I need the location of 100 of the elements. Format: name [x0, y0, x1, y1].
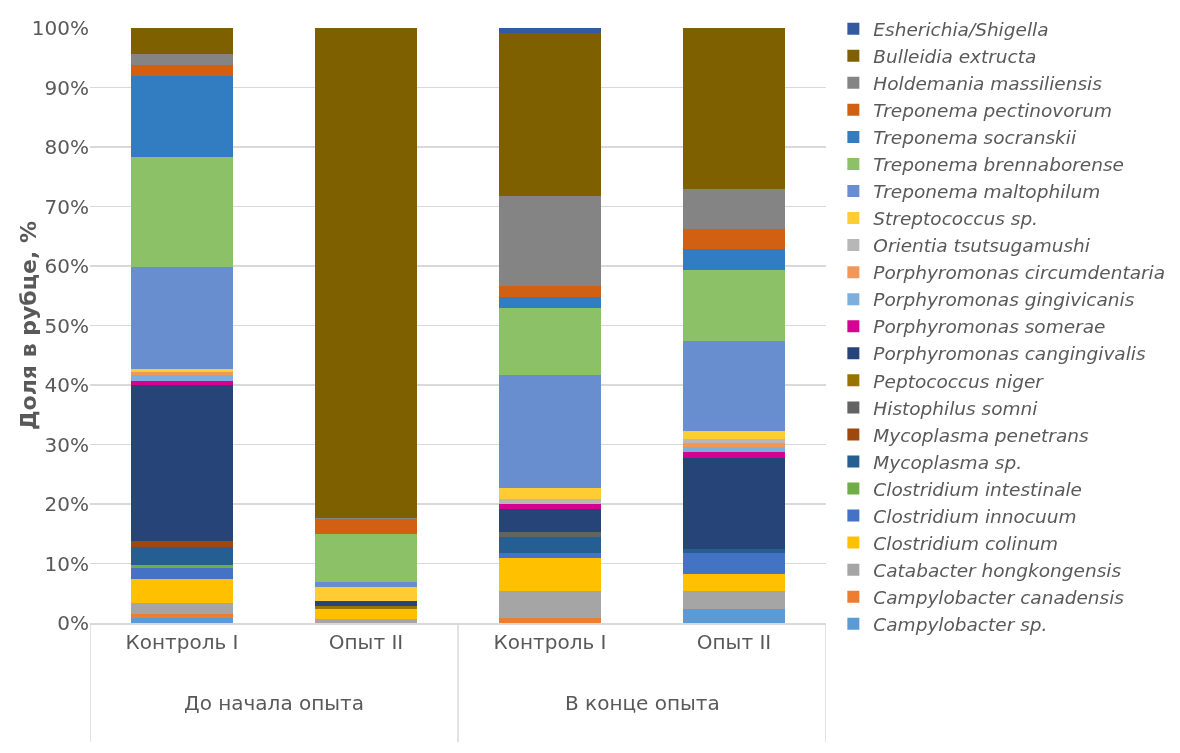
legend-label: Campylobacter canadensis [873, 586, 1125, 608]
bar [499, 499, 601, 504]
x-tick-label: Опыт II [696, 629, 772, 654]
bar [315, 605, 417, 609]
legend-label: Porphyromonas gingivicanis [873, 289, 1135, 311]
legend-label: Clostridium colinum [873, 532, 1059, 554]
bar [499, 285, 601, 297]
bar [131, 65, 233, 76]
bar [131, 541, 233, 547]
bar [131, 374, 233, 382]
bar [499, 509, 601, 532]
legend-label: Campylobacter sp. [873, 613, 1048, 635]
bar [683, 270, 785, 341]
bar [499, 375, 601, 488]
bar [131, 617, 233, 623]
legend-label: Esherichia/Shigella [873, 18, 1049, 40]
bar [499, 553, 601, 559]
bar [499, 558, 601, 592]
legend-label: Catabacter hongkongensis [873, 559, 1122, 581]
bar [131, 602, 233, 615]
bar [683, 443, 785, 448]
bar [131, 385, 233, 542]
legend-label: Clostridium intestinale [873, 478, 1082, 500]
bar [131, 568, 233, 579]
legend-label: Bulleidia extructa [873, 45, 1037, 67]
bar [499, 33, 601, 196]
bar [499, 28, 601, 34]
y-tick-label: 60% [44, 254, 89, 278]
legend-label: Orientia tsutsugamushi [873, 235, 1091, 257]
bar [131, 157, 233, 267]
legend-label: Treponema pectinovorum [873, 100, 1112, 122]
bar [131, 75, 233, 158]
bar [683, 228, 785, 250]
bar [131, 578, 233, 603]
bar [683, 609, 785, 623]
legend-label: Treponema brennaborense [873, 154, 1124, 176]
bar [499, 618, 601, 623]
legend-label: Histophilus somni [873, 397, 1039, 419]
bar [683, 451, 785, 458]
bar [131, 614, 233, 618]
bar [499, 536, 601, 554]
bar [315, 600, 417, 606]
y-tick-label: 20% [44, 492, 89, 516]
legend-label: Peptococcus niger [873, 370, 1045, 392]
y-tick-label: 50% [44, 313, 89, 338]
legend-label: Treponema socranskii [873, 127, 1077, 149]
legend-label: Porphyromonas cangingivalis [873, 343, 1146, 365]
y-tick-label: 40% [44, 373, 89, 397]
bar [683, 431, 785, 440]
bar [683, 457, 785, 550]
bar [315, 581, 417, 587]
y-tick-label: 10% [44, 551, 89, 576]
y-tick-label: 90% [44, 75, 89, 100]
bar [131, 54, 233, 66]
y-tick-label: 0% [57, 611, 89, 635]
bar [683, 249, 785, 271]
bar [499, 195, 601, 286]
legend-label: Streptococcus sp. [873, 208, 1038, 230]
bar [315, 608, 417, 620]
bar [683, 439, 785, 444]
bar [315, 619, 417, 623]
bar [131, 381, 233, 385]
bar [683, 553, 785, 575]
legend-label: Clostridium innocuum [873, 505, 1077, 527]
bar [683, 549, 785, 554]
bar [683, 574, 785, 592]
y-tick-label: 80% [44, 135, 89, 159]
legend-label: Holdemania massiliensis [873, 72, 1103, 94]
bar [499, 504, 601, 510]
x-tick-label: Контроль I [125, 629, 239, 654]
legend-label: Porphyromonas somerae [873, 316, 1106, 338]
y-tick-label: 30% [44, 432, 89, 457]
legend-label: Treponema maltophilum [873, 181, 1101, 203]
y-tick-label: 70% [44, 194, 89, 219]
bar [131, 28, 233, 55]
y-tick-label: 100% [31, 16, 89, 40]
bar [499, 531, 601, 537]
y-axis-title: Доля в рубце, % [16, 221, 41, 430]
bar [315, 519, 417, 534]
bar [683, 189, 785, 229]
legend-label: Mycoplasma penetrans [873, 424, 1090, 446]
bar [499, 591, 601, 619]
text: В конце опыта [565, 691, 720, 715]
x-tick-label: Опыт II [328, 629, 404, 654]
legend-label: Mycoplasma sp. [873, 451, 1023, 473]
bar [131, 546, 233, 565]
legend-label: Porphyromonas circumdentaria [873, 262, 1166, 284]
bar [683, 340, 785, 432]
text: До начала опыта [184, 691, 365, 715]
bar [499, 308, 601, 376]
bar [683, 447, 785, 452]
bar [315, 533, 417, 582]
bar [683, 591, 785, 610]
bar [315, 28, 417, 518]
bar [499, 296, 601, 309]
bar [131, 266, 233, 369]
bar [499, 487, 601, 500]
x-tick-label: Контроль I [493, 629, 607, 654]
bar [315, 586, 417, 601]
bar [683, 28, 785, 190]
